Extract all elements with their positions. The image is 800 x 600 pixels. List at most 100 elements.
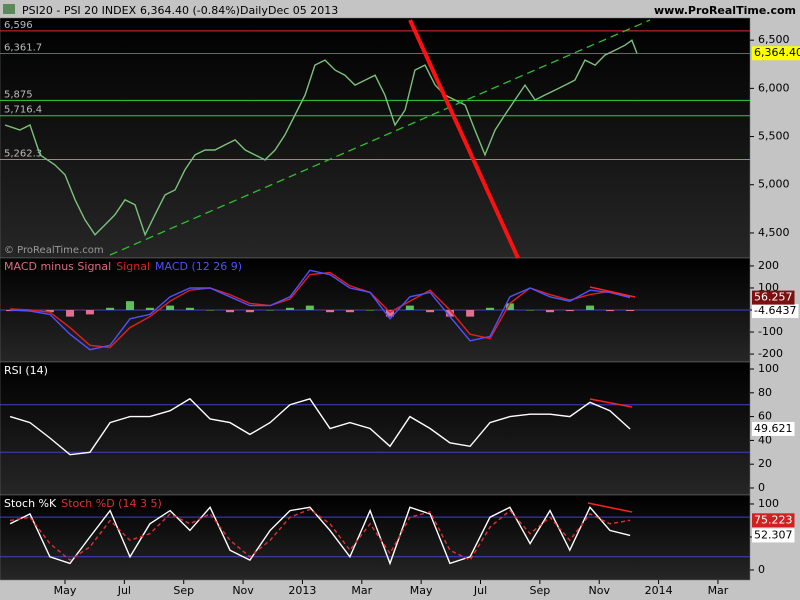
histogram-bar bbox=[266, 310, 275, 311]
y-tick-label: 0 bbox=[758, 481, 765, 494]
panel-background bbox=[0, 17, 751, 259]
value-label: 49.621 bbox=[754, 422, 793, 435]
series-line bbox=[9, 506, 631, 566]
y-tick-label: 200 bbox=[758, 259, 779, 272]
value-label: 52.307 bbox=[754, 528, 793, 541]
value-label: 6,364.40 bbox=[754, 46, 800, 59]
x-tick-label: Jul bbox=[473, 584, 487, 597]
level-label: 5,716.4 bbox=[4, 105, 42, 116]
histogram-bar bbox=[305, 305, 314, 310]
histogram-bar bbox=[586, 305, 595, 310]
y-tick-label: 6,500 bbox=[758, 33, 790, 46]
level-label: 6,596 bbox=[4, 20, 33, 31]
y-tick-label: 80 bbox=[758, 386, 772, 399]
x-tick-label: Mar bbox=[351, 584, 372, 597]
y-tick-label: 5,500 bbox=[758, 130, 790, 143]
histogram-bar bbox=[326, 310, 335, 313]
value-label-box bbox=[752, 513, 795, 528]
period: Daily bbox=[240, 4, 268, 17]
value-label: -4.6437 bbox=[754, 304, 796, 317]
x-tick-label: May bbox=[54, 584, 77, 597]
histogram-bar bbox=[85, 310, 94, 315]
value-label-box bbox=[752, 421, 795, 436]
series-line bbox=[10, 271, 631, 349]
value-label-box bbox=[752, 304, 799, 319]
histogram-bar bbox=[106, 307, 115, 310]
histogram-bar bbox=[185, 307, 194, 310]
histogram-bar bbox=[226, 310, 235, 313]
site: www.ProRealTime.com bbox=[654, 4, 796, 17]
series-group bbox=[4, 39, 638, 237]
legend-entry: RSI (14) bbox=[4, 364, 48, 377]
divergence-line bbox=[589, 398, 633, 408]
legend-entry: MACD minus Signal bbox=[4, 260, 111, 273]
level-label: 6,361.7 bbox=[4, 42, 42, 53]
x-tick-label: Nov bbox=[588, 584, 610, 597]
y-tick-label: 6,000 bbox=[758, 81, 790, 94]
value-label: 56.257 bbox=[754, 291, 793, 304]
histogram-bar bbox=[405, 305, 414, 310]
histogram-bar bbox=[206, 310, 215, 311]
overlay: © ProRealTime.com bbox=[4, 19, 651, 513]
series-line bbox=[9, 397, 631, 456]
histogram-bar bbox=[45, 310, 54, 313]
y-tick-label: -200 bbox=[758, 347, 783, 360]
date: Dec 05 2013 bbox=[268, 4, 338, 17]
histogram-bar bbox=[66, 310, 75, 317]
y-tick-label: 100 bbox=[758, 362, 779, 375]
histogram-bar bbox=[565, 310, 574, 312]
histogram-bar bbox=[605, 310, 614, 312]
y-tick-label: -100 bbox=[758, 325, 783, 338]
panel-background bbox=[0, 494, 751, 581]
level-label: 5,262.3 bbox=[4, 148, 42, 159]
histogram-bar bbox=[245, 310, 254, 313]
divergence-line bbox=[589, 286, 636, 298]
histogram-bar bbox=[505, 303, 514, 310]
x-tick-label: Nov bbox=[232, 584, 254, 597]
legend-entry: MACD (12 26 9) bbox=[155, 260, 242, 273]
quote: 6,364.40 (-0.84%) bbox=[140, 4, 240, 17]
symbol: PSI20 - PSI 20 INDEX bbox=[22, 4, 137, 17]
histogram-bar bbox=[166, 305, 175, 310]
histogram-bar bbox=[466, 310, 475, 317]
y-tick-label: 0 bbox=[758, 563, 765, 576]
histogram-bar bbox=[345, 310, 354, 313]
y-tick-label: 20 bbox=[758, 457, 772, 470]
y-tick-label: 60 bbox=[758, 410, 772, 423]
x-tick-label: 2014 bbox=[645, 584, 673, 597]
histogram-bar bbox=[486, 307, 495, 310]
watermark: © ProRealTime.com bbox=[4, 245, 104, 256]
divergence-line bbox=[587, 502, 633, 513]
histogram-bar bbox=[545, 310, 554, 313]
series-line bbox=[9, 508, 631, 562]
x-tick-label: Sep bbox=[530, 584, 551, 597]
series-group bbox=[9, 397, 631, 456]
x-tick-label: Mar bbox=[708, 584, 729, 597]
x-tick-label: Sep bbox=[173, 584, 194, 597]
value-label-box bbox=[752, 290, 795, 305]
panels: 6,500 6,000 5,500 5,000 4,500 6,596 6,361.7 5,8… bbox=[0, 17, 800, 597]
legend-entry: Stoch %K bbox=[4, 497, 57, 510]
histogram-bar bbox=[526, 310, 535, 311]
y-tick-label: 5,000 bbox=[758, 178, 790, 191]
y-tick-label: 4,500 bbox=[758, 226, 790, 239]
value-label-box bbox=[752, 46, 800, 61]
histogram-bar bbox=[445, 310, 454, 317]
level-label: 5,875 bbox=[4, 89, 33, 100]
histogram-bar bbox=[626, 310, 635, 312]
trend-line bbox=[109, 19, 651, 256]
series-line bbox=[10, 269, 631, 351]
histogram-bar bbox=[385, 310, 394, 317]
trend-line bbox=[408, 19, 520, 259]
value-label: 75.223 bbox=[754, 513, 793, 526]
series-line bbox=[4, 39, 638, 237]
y-tick-label: 40 bbox=[758, 433, 772, 446]
x-tick-label: Jul bbox=[117, 584, 131, 597]
histogram-bar bbox=[125, 301, 134, 310]
symbol-icon bbox=[3, 4, 15, 14]
series-group bbox=[6, 269, 635, 351]
x-tick-label: May bbox=[410, 584, 433, 597]
series-group bbox=[9, 506, 631, 566]
